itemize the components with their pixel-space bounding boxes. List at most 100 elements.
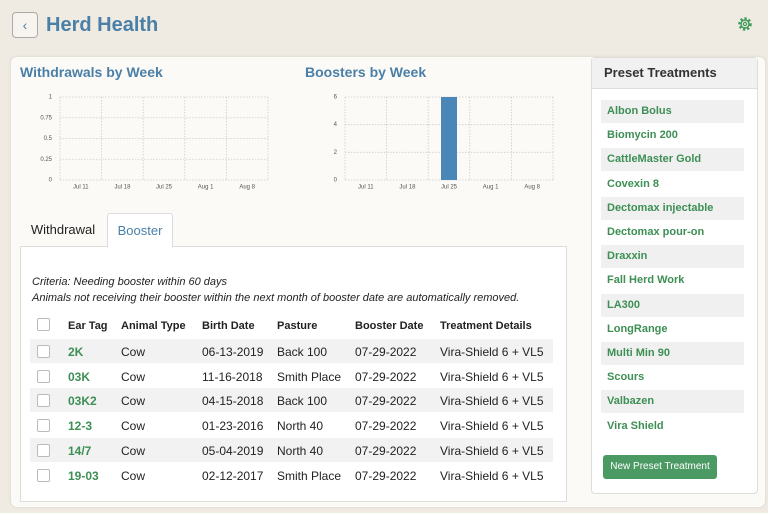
preset-bg xyxy=(601,390,744,414)
cell: 06-13-2019 xyxy=(202,345,264,359)
preset-item[interactable]: Vira Shield xyxy=(607,419,664,432)
cell: Vira-Shield 6 + VL5 xyxy=(440,369,544,384)
cell: North 40 xyxy=(277,443,324,458)
row-bg xyxy=(30,388,553,413)
bar xyxy=(441,97,457,180)
chart-title: Withdrawals by Week xyxy=(20,64,163,80)
preset-header xyxy=(592,58,757,89)
preset-panel xyxy=(591,57,758,494)
column-header: Birth Date xyxy=(202,320,255,332)
y-tick-label: 2 xyxy=(334,150,338,156)
cell: North 40 xyxy=(277,419,324,434)
cell: Vira-Shield 6 + VL5 xyxy=(440,419,544,434)
preset-item[interactable]: Dectomax pour-on xyxy=(607,226,705,238)
cell: 04-15-2018 xyxy=(202,394,264,409)
preset-title: Preset Treatments xyxy=(604,65,717,80)
cell: 01-23-2016 xyxy=(202,419,264,434)
column-header: Pasture xyxy=(277,320,318,332)
cell: 07-29-2022 xyxy=(355,369,417,384)
y-tick-label: 0 xyxy=(49,178,53,184)
x-tick-label: Jul 25 xyxy=(156,185,173,191)
back-button[interactable]: ‹ xyxy=(12,12,38,38)
preset-bg xyxy=(601,100,744,123)
y-tick-label: 0.25 xyxy=(40,157,52,163)
x-tick-label: Aug 8 xyxy=(239,185,255,191)
preset-item[interactable]: Valbazen xyxy=(607,395,655,408)
cell: 02-12-2017 xyxy=(202,468,264,483)
settings-icon[interactable] xyxy=(737,16,753,32)
cell: Vira-Shield 6 + VL5 xyxy=(440,468,544,483)
x-tick-label: Jul 25 xyxy=(441,185,458,191)
row-bg xyxy=(30,437,553,462)
cell: Smith Place xyxy=(277,369,342,384)
checkbox[interactable] xyxy=(37,369,50,383)
column-header: Booster Date xyxy=(355,320,424,332)
preset-item[interactable]: Dectomax injectable xyxy=(607,201,714,214)
row-bg xyxy=(30,339,553,363)
cell: Vira-Shield 6 + VL5 xyxy=(440,345,544,359)
x-tick-label: Aug 1 xyxy=(198,185,214,191)
cell: Cow xyxy=(121,468,146,483)
cell: 11-16-2018 xyxy=(202,369,263,384)
preset-bg xyxy=(601,196,744,220)
x-tick-label: Aug 8 xyxy=(524,185,540,191)
preset-item[interactable]: Multi Min 90 xyxy=(607,347,670,359)
cell: Vira-Shield 6 + VL5 xyxy=(440,443,544,458)
y-tick-label: 6 xyxy=(334,95,338,101)
preset-item[interactable]: Albon Bolus xyxy=(607,105,672,117)
cell: 07-29-2022 xyxy=(355,394,417,409)
cell: Cow xyxy=(121,369,146,384)
preset-bg xyxy=(601,342,744,365)
x-tick-label: Jul 18 xyxy=(399,185,416,191)
column-header: Ear Tag xyxy=(68,320,108,332)
new-preset-button[interactable]: New Preset Treatment xyxy=(603,455,717,479)
cell: 07-29-2022 xyxy=(355,468,417,483)
preset-item[interactable]: Draxxin xyxy=(607,250,648,263)
checkbox[interactable] xyxy=(37,318,50,331)
preset-item[interactable]: Covexin 8 xyxy=(607,177,659,190)
preset-bg xyxy=(601,148,744,172)
cell: Cow xyxy=(121,394,146,409)
preset-item[interactable]: Fall Herd Work xyxy=(607,274,685,287)
ear-tag[interactable]: 03K2 xyxy=(68,394,97,409)
ear-tag[interactable]: 19-03 xyxy=(68,468,99,483)
criteria-text: Criteria: Needing booster within 60 days xyxy=(32,276,228,288)
tab-active[interactable]: Booster xyxy=(107,213,173,248)
cell: Back 100 xyxy=(277,345,328,359)
checkbox[interactable] xyxy=(37,394,50,408)
preset-item[interactable]: LA300 xyxy=(607,298,641,311)
cell: Cow xyxy=(121,443,146,458)
y-tick-label: 0.75 xyxy=(40,115,52,121)
checkbox[interactable] xyxy=(37,345,50,358)
checkbox[interactable] xyxy=(37,443,50,457)
ear-tag[interactable]: 12-3 xyxy=(68,419,93,434)
preset-item[interactable]: Biomycin 200 xyxy=(607,129,678,142)
chart-title: Boosters by Week xyxy=(305,64,427,80)
checkbox[interactable] xyxy=(37,468,50,482)
x-tick-label: Jul 11 xyxy=(73,185,89,191)
cell: Back 100 xyxy=(277,394,328,409)
criteria-text: Animals not receiving their booster with… xyxy=(32,292,520,304)
cell: 07-29-2022 xyxy=(355,345,417,359)
ear-tag[interactable]: 03K xyxy=(68,369,91,384)
x-tick-label: Aug 1 xyxy=(483,185,499,191)
cell: Cow xyxy=(121,419,146,434)
preset-item[interactable]: Scours xyxy=(607,371,645,384)
x-tick-label: Jul 11 xyxy=(358,185,374,191)
tab[interactable]: Withdrawal xyxy=(30,222,96,237)
preset-bg xyxy=(601,245,744,269)
preset-bg xyxy=(601,293,744,317)
cell: 05-04-2019 xyxy=(202,443,264,458)
cell: Cow xyxy=(121,345,146,359)
checkbox[interactable] xyxy=(37,419,50,433)
y-tick-label: 0 xyxy=(334,178,338,184)
preset-item[interactable]: LongRange xyxy=(607,322,668,335)
preset-item[interactable]: CattleMaster Gold xyxy=(607,153,702,166)
ear-tag[interactable]: 14/7 xyxy=(68,443,92,458)
cell: 07-29-2022 xyxy=(355,419,417,434)
cell: Vira-Shield 6 + VL5 xyxy=(440,394,544,409)
ear-tag[interactable]: 2K xyxy=(68,345,84,359)
y-tick-label: 0.5 xyxy=(44,136,53,142)
